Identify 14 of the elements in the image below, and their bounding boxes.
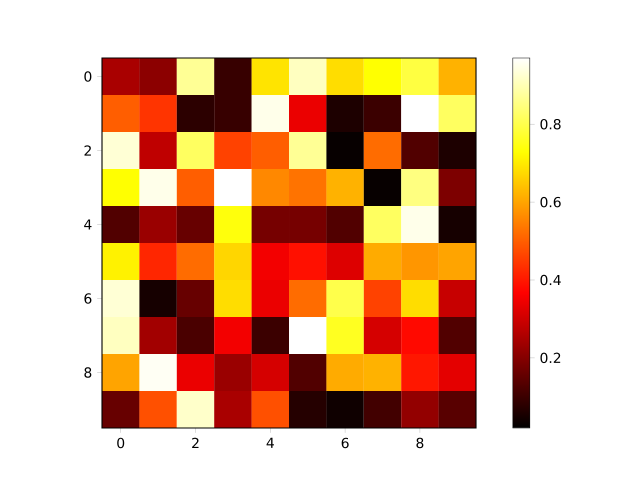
x-tick-label: 2 <box>192 438 199 448</box>
color-bar-label: 0.6 <box>540 196 561 208</box>
y-tick-label: 0 <box>84 71 92 82</box>
y-tick-label: 6 <box>84 293 92 304</box>
color-bar-label: 0.4 <box>540 274 561 286</box>
x-tick-label: 4 <box>266 438 274 448</box>
color-bar-label: 0.8 <box>540 118 561 130</box>
x-tick-label: 8 <box>416 438 424 448</box>
y-tick-label: 4 <box>84 219 92 230</box>
x-tick-label: 0 <box>117 438 124 448</box>
y-tick-label: 2 <box>84 145 91 156</box>
x-tick-label: 6 <box>342 438 349 448</box>
color-bar-label: 0.2 <box>540 352 560 364</box>
y-tick-label: 8 <box>84 367 92 378</box>
